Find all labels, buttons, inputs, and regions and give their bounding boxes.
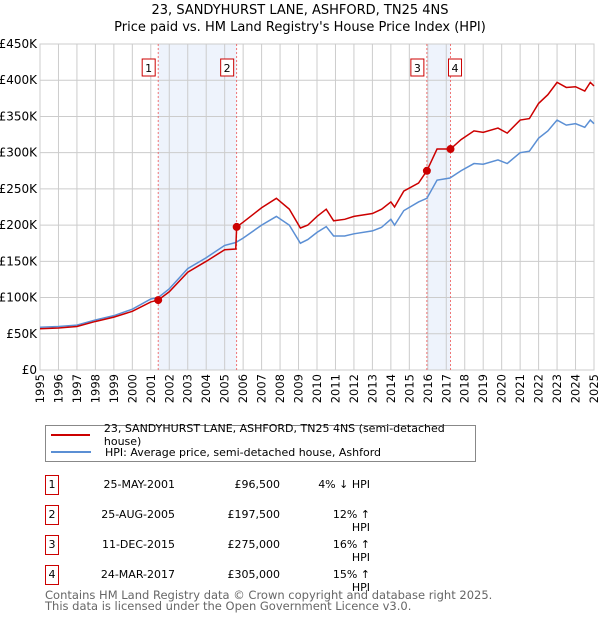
transaction-date: 24-MAR-2017 xyxy=(100,568,175,581)
x-tick-label: 2025 xyxy=(587,374,600,403)
x-tick-label: 2017 xyxy=(439,374,453,403)
x-tick-label: 2022 xyxy=(532,374,546,403)
x-tick-label: 2018 xyxy=(458,374,472,403)
x-tick-label: 2013 xyxy=(365,374,379,403)
x-tick-label: 2005 xyxy=(218,374,232,403)
legend-label: 23, SANDYHURST LANE, ASHFORD, TN25 4NS (… xyxy=(103,422,445,448)
y-tick-label: £50K xyxy=(6,327,38,341)
x-tick-label: 2008 xyxy=(273,374,287,403)
y-tick-label: £400K xyxy=(0,73,38,87)
x-tick-label: 2001 xyxy=(144,374,158,403)
x-tick-label: 1996 xyxy=(51,374,65,403)
x-tick-label: 2003 xyxy=(181,374,195,403)
x-tick-label: 2002 xyxy=(162,374,176,403)
chart-title: 23, SANDYHURST LANE, ASHFORD, TN25 4NS xyxy=(151,3,449,18)
x-tick-label: 2009 xyxy=(292,374,306,403)
y-tick-label: £100K xyxy=(0,291,38,305)
x-tick-label: 2012 xyxy=(347,374,361,403)
plot-border xyxy=(39,43,595,371)
legend-item-hpi: HPI: Average price, semi-detached house,… xyxy=(46,444,381,460)
sale-point xyxy=(154,296,163,305)
transaction-hpi-diff: 12% ↑ HPI xyxy=(332,508,370,534)
x-tick-label: 2006 xyxy=(236,374,250,403)
x-tick-label: 2014 xyxy=(384,374,398,403)
x-tick-label: 2024 xyxy=(569,374,583,403)
y-tick-label: £250K xyxy=(0,182,38,196)
legend-label: HPI: Average price, semi-detached house,… xyxy=(105,445,382,459)
transaction-hpi-diff: 15% ↑ HPI xyxy=(332,568,370,594)
sale-period-shading xyxy=(158,44,237,370)
y-tick-label: £200K xyxy=(0,218,38,232)
y-tick-label: £350K xyxy=(0,109,38,123)
x-tick-label: 2019 xyxy=(476,374,490,403)
sale-label-box xyxy=(410,58,425,77)
footer-line-2: This data is licensed under the Open Gov… xyxy=(45,599,412,613)
legend-line-blue xyxy=(51,451,91,453)
transaction-number: 3 xyxy=(45,535,59,555)
transaction-price: £197,500 xyxy=(227,508,281,521)
x-tick-label: 2004 xyxy=(199,374,213,403)
sale-point xyxy=(446,145,455,154)
y-tick-label: £150K xyxy=(0,254,38,268)
price-chart: £0 £50K £100K £150K £200K £250K £300K £350K £400… xyxy=(0,37,600,403)
legend-line-red xyxy=(51,434,90,436)
sale-label-box xyxy=(220,58,235,77)
x-tick-label: 1997 xyxy=(70,374,84,403)
y-tick-label: £300K xyxy=(0,146,38,160)
property-price-line xyxy=(39,81,595,330)
y-tick-label: £450K xyxy=(0,37,38,51)
x-tick-label: 2000 xyxy=(125,374,139,403)
transaction-number: 4 xyxy=(45,565,59,585)
x-tick-label: 2010 xyxy=(310,374,324,403)
sale-label: 1 xyxy=(145,62,152,75)
footer-line-1: Contains HM Land Registry data © Crown c… xyxy=(45,588,493,602)
transaction-date: 25-MAY-2001 xyxy=(103,478,175,491)
x-tick-label: 1995 xyxy=(33,374,47,403)
x-tick-label: 2007 xyxy=(255,374,269,403)
sale-label: 2 xyxy=(224,62,231,75)
x-tick-label: 2016 xyxy=(421,374,435,403)
transaction-price: £96,500 xyxy=(234,478,281,491)
transaction-date: 25-AUG-2005 xyxy=(101,508,175,521)
y-tick-label: £0 xyxy=(22,363,37,377)
transaction-hpi-diff: 4% ↓ HPI xyxy=(318,478,370,491)
x-tick-label: 2023 xyxy=(550,374,564,403)
transaction-date: 11-DEC-2015 xyxy=(101,538,175,551)
transaction-number: 2 xyxy=(45,505,59,525)
x-tick-label: 2020 xyxy=(495,374,509,403)
x-tick-label: 1999 xyxy=(107,374,121,403)
sale-point xyxy=(422,166,431,175)
x-tick-label: 2011 xyxy=(328,374,342,403)
sale-label: 4 xyxy=(452,62,459,75)
transaction-price: £275,000 xyxy=(227,538,281,551)
transaction-price: £305,000 xyxy=(227,568,281,581)
x-tick-label: 2015 xyxy=(402,374,416,403)
chart-subtitle: Price paid vs. HM Land Registry's House … xyxy=(114,20,486,35)
sale-label: 3 xyxy=(414,62,421,75)
sale-label-box xyxy=(141,58,156,77)
sale-period-shading xyxy=(426,44,451,370)
sale-point xyxy=(232,222,241,231)
x-tick-label: 1998 xyxy=(88,374,102,403)
x-tick-label: 2021 xyxy=(513,374,527,403)
hpi-line xyxy=(39,118,595,329)
transaction-number: 1 xyxy=(45,475,59,495)
legend-item-property: 23, SANDYHURST LANE, ASHFORD, TN25 4NS (… xyxy=(46,422,475,448)
legend: 23, SANDYHURST LANE, ASHFORD, TN25 4NS (… xyxy=(45,422,476,462)
transaction-hpi-diff: 16% ↑ HPI xyxy=(332,538,370,564)
sale-label-box xyxy=(448,58,463,77)
